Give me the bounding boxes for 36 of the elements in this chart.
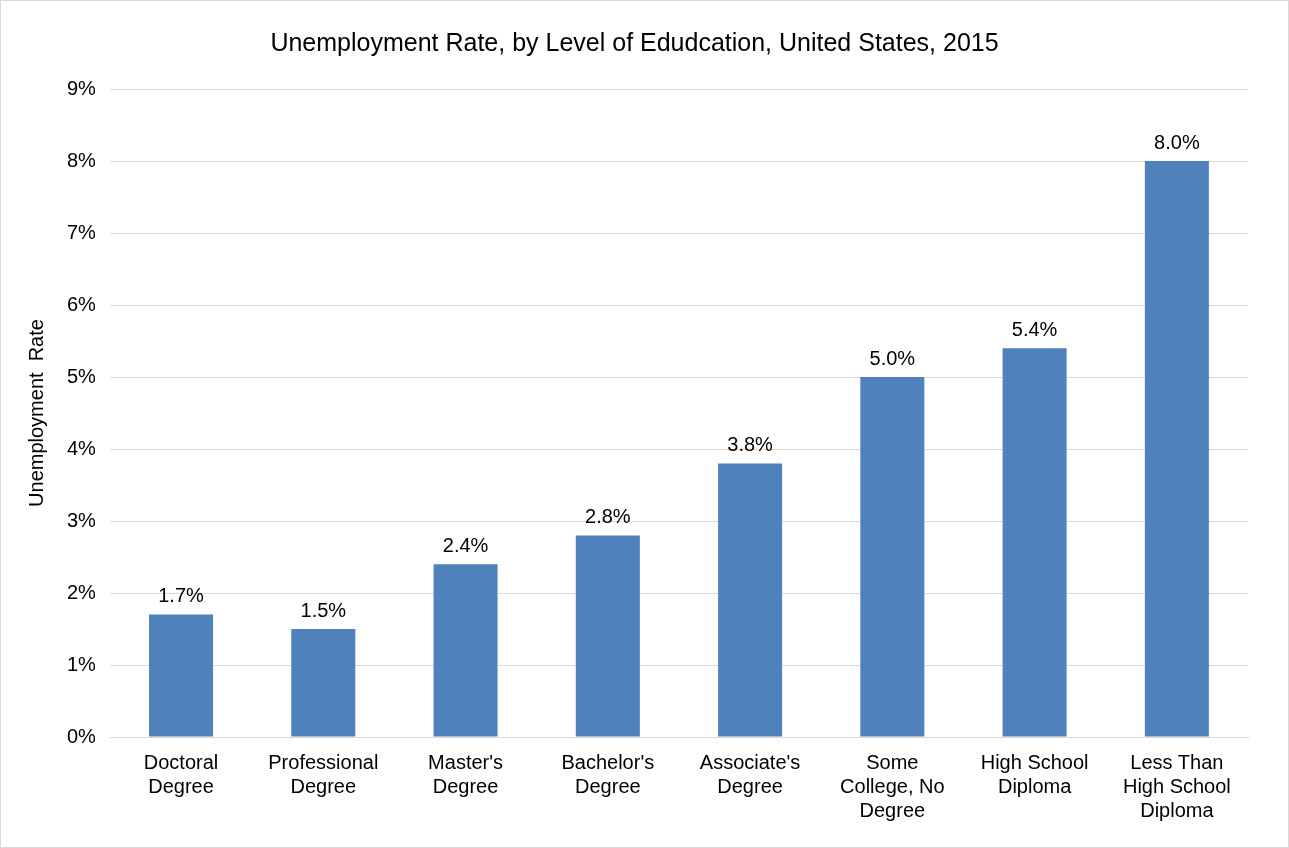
y-tick-label: 0%: [67, 724, 97, 747]
y-tick-label: 3%: [67, 508, 97, 531]
data-label: 1.7%: [158, 584, 205, 607]
x-tick-label: High School Diploma: [980, 750, 1089, 797]
x-tick-label: Bachelor's Degree: [561, 750, 655, 797]
x-tick-label: Professional Degree: [268, 750, 379, 797]
bar: [433, 564, 498, 737]
x-tick-label: Less Than High School Diploma: [1122, 750, 1231, 821]
y-tick-label: 4%: [67, 436, 97, 459]
x-tick-label: Associate's Degree: [699, 750, 801, 797]
data-label: 5.4%: [1011, 317, 1058, 340]
y-tick-label: 1%: [67, 652, 97, 675]
bar: [149, 614, 214, 737]
data-label: 5.0%: [869, 346, 916, 369]
y-tick-label: 9%: [67, 76, 97, 99]
data-label: 2.8%: [585, 504, 631, 527]
bar: [291, 629, 356, 737]
y-tick-label: 5%: [67, 364, 97, 387]
y-tick-label: 7%: [67, 220, 97, 243]
chart-title: Unemployment Rate, by Level of Edudcation, United States, 2015: [270, 27, 999, 56]
bar: [718, 463, 783, 737]
data-label: 8.0%: [1154, 130, 1200, 153]
data-label: 3.8%: [727, 432, 774, 455]
y-axis-title: Unemployment Rate: [24, 319, 47, 507]
x-tick-label: Some College, No Degree: [840, 750, 945, 821]
y-tick-label: 6%: [67, 292, 97, 315]
bar: [1144, 161, 1209, 737]
data-label: 1.5%: [300, 598, 347, 621]
y-tick-label: 2%: [67, 580, 97, 603]
bar: [575, 535, 640, 737]
x-tick-label: Doctoral Degree: [143, 750, 219, 797]
data-label: 2.4%: [442, 533, 489, 556]
y-tick-label: 8%: [67, 148, 97, 171]
x-tick-label: Master's Degree: [428, 750, 504, 797]
bar: [860, 377, 925, 737]
bar: [1002, 348, 1067, 737]
